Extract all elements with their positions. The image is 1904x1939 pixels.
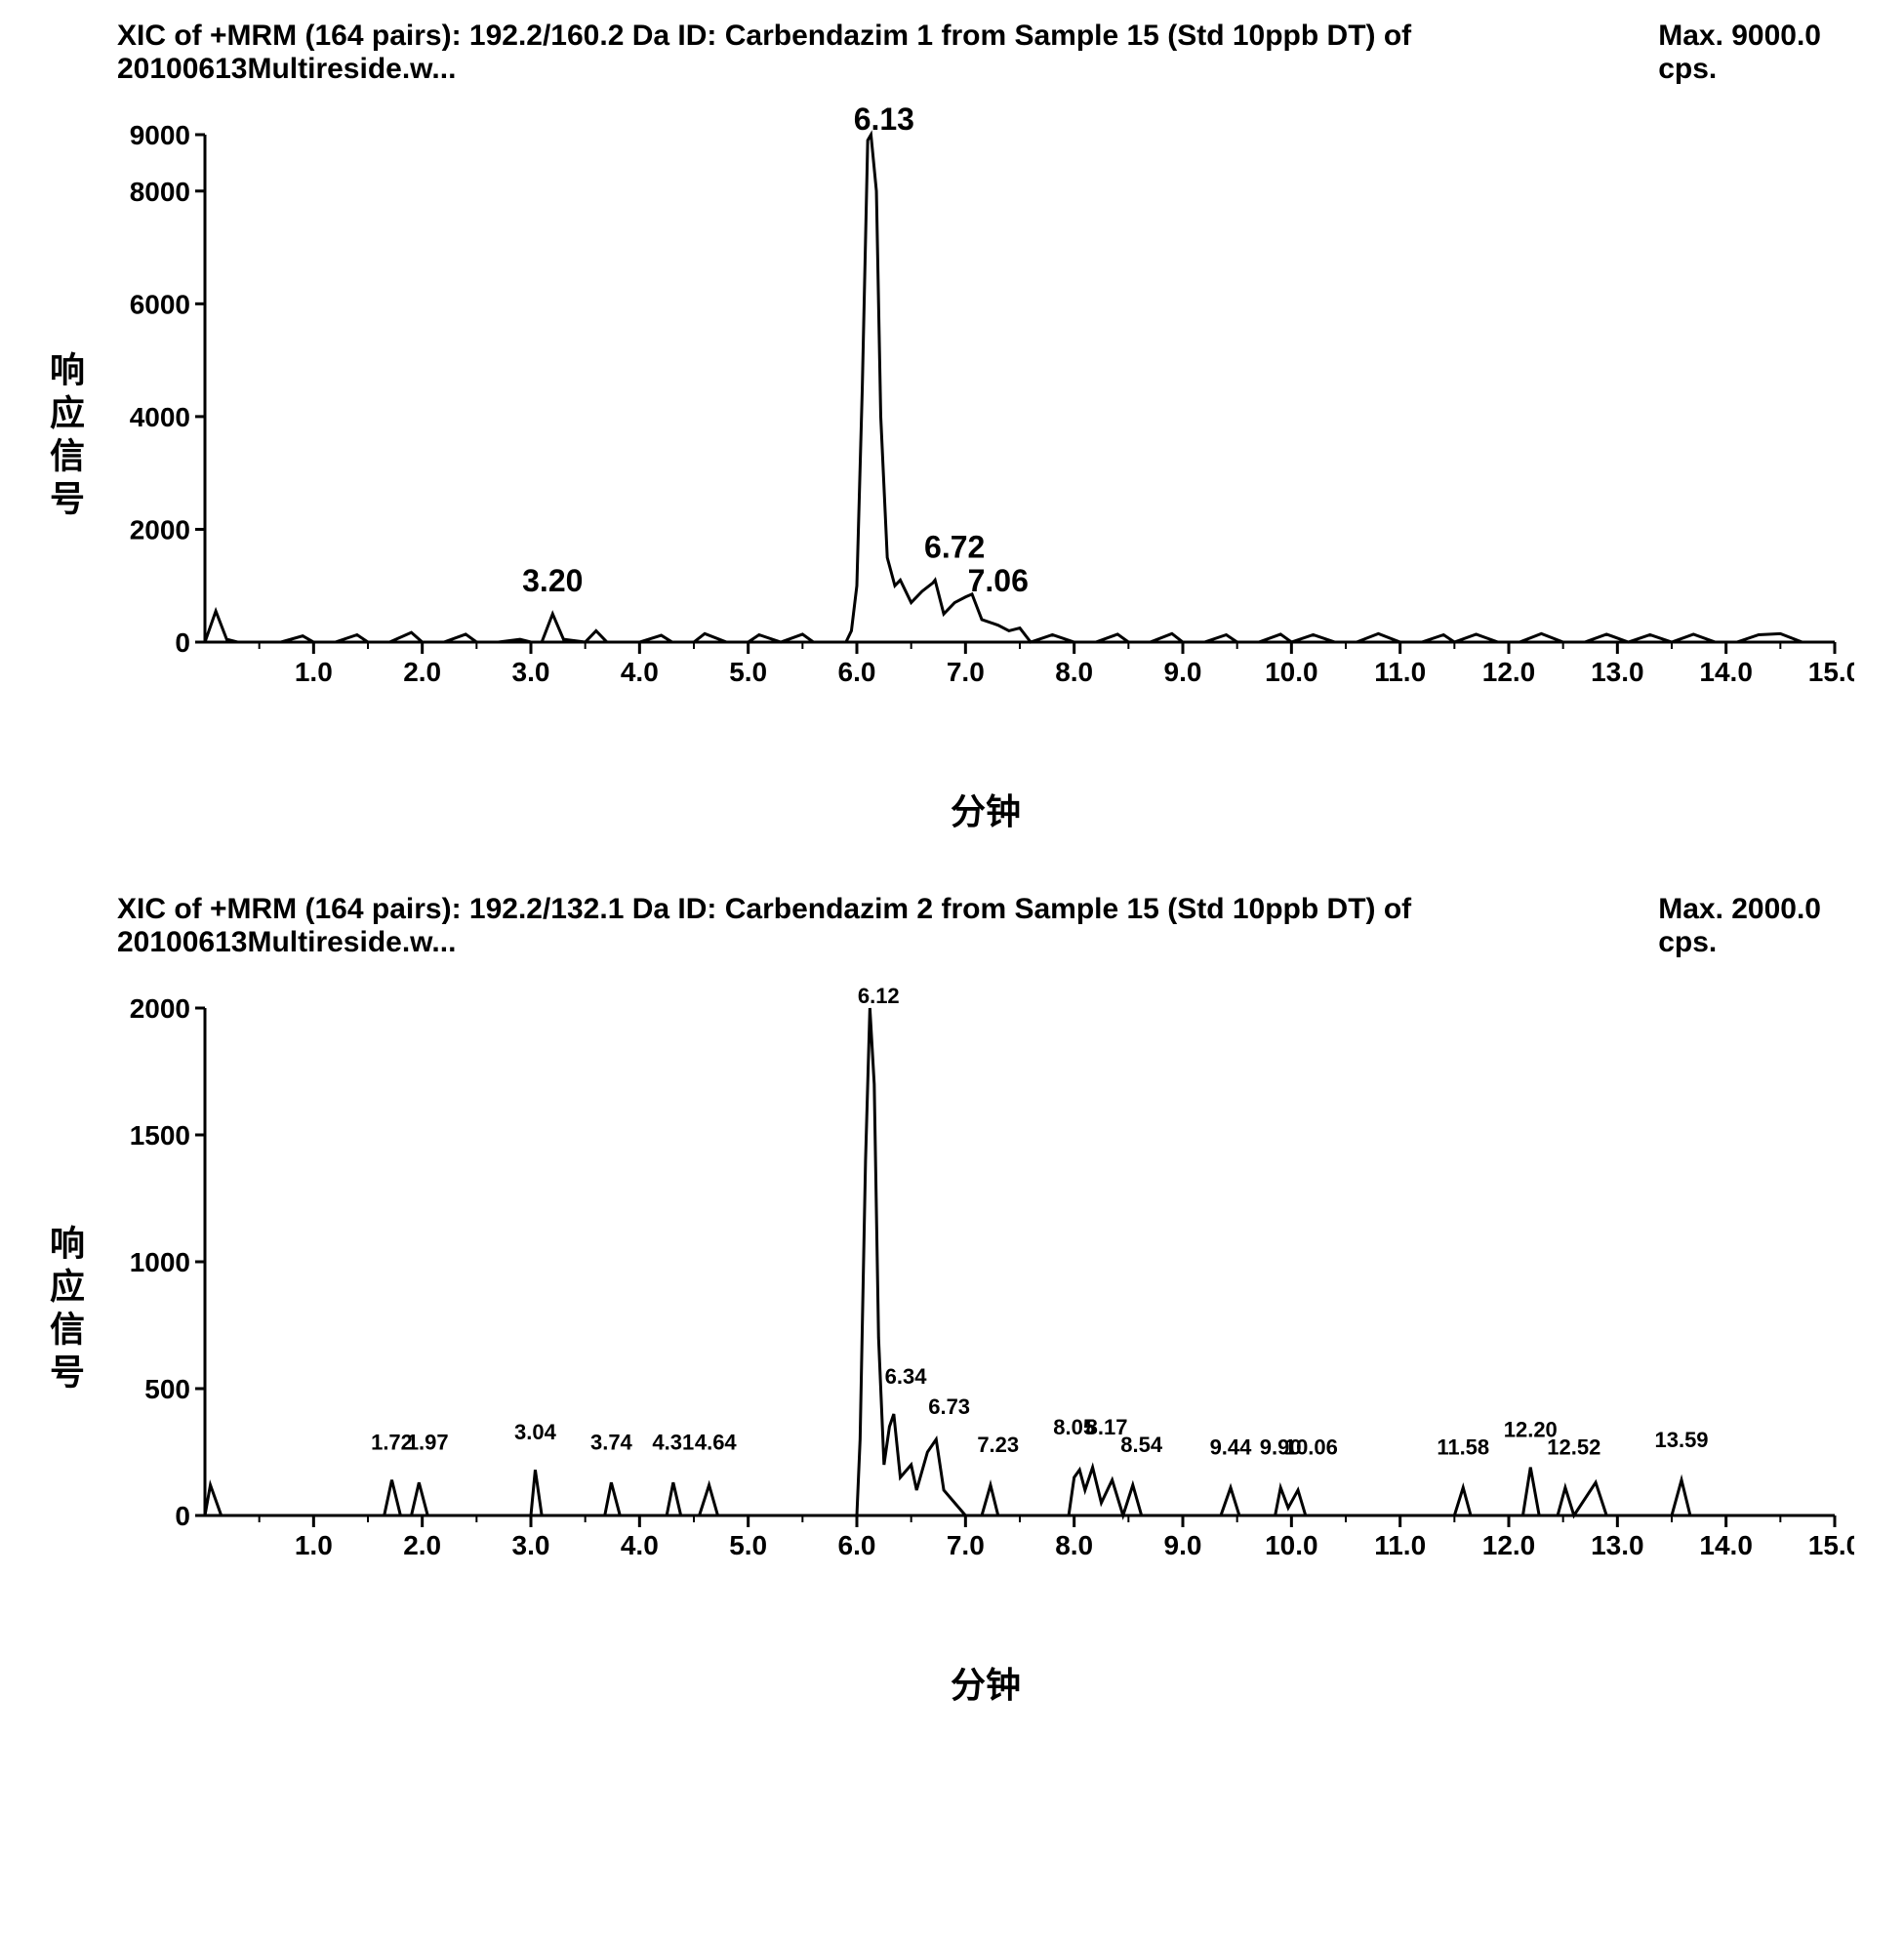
peak-annotation: 11.58 [1437, 1435, 1489, 1460]
chromatogram-chart-2: XIC of +MRM (164 pairs): 192.2/132.1 Da … [20, 893, 1874, 1708]
svg-text:13.0: 13.0 [1591, 657, 1644, 687]
y-axis-label: 响应信号 [39, 351, 90, 523]
svg-text:15.0: 15.0 [1808, 657, 1854, 687]
svg-text:8.0: 8.0 [1055, 1530, 1093, 1560]
svg-text:8000: 8000 [130, 177, 190, 207]
svg-text:2000: 2000 [130, 993, 190, 1024]
svg-text:13.0: 13.0 [1591, 1530, 1644, 1560]
svg-text:3.0: 3.0 [512, 657, 550, 687]
peak-annotation: 7.06 [968, 563, 1029, 598]
svg-text:2000: 2000 [130, 514, 190, 545]
svg-text:2.0: 2.0 [403, 1530, 441, 1560]
svg-text:11.0: 11.0 [1374, 1530, 1426, 1560]
peak-annotation: 9.44 [1210, 1435, 1253, 1460]
svg-text:6.0: 6.0 [838, 657, 876, 687]
peak-annotation: 6.73 [928, 1394, 970, 1419]
svg-text:5.0: 5.0 [729, 657, 767, 687]
chart-header: XIC of +MRM (164 pairs): 192.2/132.1 Da … [20, 893, 1874, 959]
svg-text:8.0: 8.0 [1055, 657, 1093, 687]
chart-header: XIC of +MRM (164 pairs): 192.2/160.2 Da … [20, 20, 1874, 86]
plot-area: 响应信号0200040006000800090001.02.03.04.05.0… [117, 96, 1874, 779]
svg-text:1.0: 1.0 [295, 657, 333, 687]
plot-area: 响应信号05001000150020001.02.03.04.05.06.07.… [117, 969, 1874, 1652]
svg-text:4.0: 4.0 [621, 1530, 659, 1560]
svg-text:7.0: 7.0 [947, 657, 985, 687]
chart-title-right: Max. 2000.0 cps. [1658, 893, 1874, 959]
chart-title-left: XIC of +MRM (164 pairs): 192.2/132.1 Da … [117, 893, 1658, 959]
peak-annotation: 7.23 [977, 1433, 1019, 1457]
chart-svg: 0 2000 4000 6000 8000 9000 1.0 2.0 3.0 4.0 5.0 6.0 7… [117, 96, 1854, 701]
peak-annotation: 3.20 [522, 563, 583, 598]
svg-text:0: 0 [175, 627, 190, 658]
svg-text:10.0: 10.0 [1265, 1530, 1318, 1560]
chart-title-right: Max. 9000.0 cps. [1658, 20, 1874, 86]
peak-annotation: 3.04 [514, 1420, 557, 1444]
svg-text:1000: 1000 [130, 1247, 190, 1277]
x-axis-label: 分钟 [117, 784, 1854, 834]
svg-text:11.0: 11.0 [1374, 657, 1426, 687]
peak-annotation: 12.52 [1547, 1435, 1600, 1460]
svg-text:14.0: 14.0 [1699, 657, 1753, 687]
peak-annotation: 10.06 [1284, 1435, 1338, 1460]
svg-text:1.0: 1.0 [295, 1530, 333, 1560]
svg-text:5.0: 5.0 [729, 1530, 767, 1560]
peak-annotation: 6.72 [924, 529, 985, 564]
svg-text:7.0: 7.0 [947, 1530, 985, 1560]
svg-text:14.0: 14.0 [1699, 1530, 1753, 1560]
svg-text:500: 500 [144, 1374, 190, 1404]
peak-annotation: 1.97 [407, 1430, 449, 1454]
svg-text:10.0: 10.0 [1265, 657, 1318, 687]
peak-annotation: 4.31 [652, 1430, 694, 1454]
peak-annotation: 6.34 [885, 1364, 928, 1389]
peak-annotation: 6.12 [858, 984, 900, 1008]
peak-annotation: 3.74 [590, 1430, 633, 1454]
svg-text:9.0: 9.0 [1164, 1530, 1202, 1560]
y-axis-label: 响应信号 [39, 1225, 90, 1396]
svg-text:15.0: 15.0 [1808, 1530, 1854, 1560]
svg-text:9.0: 9.0 [1164, 657, 1202, 687]
svg-text:0: 0 [175, 1501, 190, 1531]
svg-text:6000: 6000 [130, 289, 190, 319]
svg-text:1500: 1500 [130, 1120, 190, 1151]
x-axis-label: 分钟 [117, 1657, 1854, 1708]
svg-text:3.0: 3.0 [512, 1530, 550, 1560]
peak-annotation: 8.54 [1120, 1433, 1163, 1457]
svg-text:4000: 4000 [130, 402, 190, 432]
svg-text:4.0: 4.0 [621, 657, 659, 687]
peak-annotation: 6.13 [854, 101, 914, 137]
peak-annotation: 4.64 [695, 1430, 738, 1454]
peak-annotation: 13.59 [1654, 1428, 1708, 1452]
svg-text:2.0: 2.0 [403, 657, 441, 687]
chromatogram-chart-1: XIC of +MRM (164 pairs): 192.2/160.2 Da … [20, 20, 1874, 834]
chart-title-left: XIC of +MRM (164 pairs): 192.2/160.2 Da … [117, 20, 1658, 86]
svg-text:12.0: 12.0 [1482, 657, 1536, 687]
svg-text:9000: 9000 [130, 120, 190, 150]
chart-svg: 0 500 1000 1500 2000 1.0 2.0 3.0 4.0 5.0 6.0 7.0 8.0… [117, 969, 1854, 1574]
svg-text:12.0: 12.0 [1482, 1530, 1536, 1560]
svg-text:6.0: 6.0 [838, 1530, 876, 1560]
